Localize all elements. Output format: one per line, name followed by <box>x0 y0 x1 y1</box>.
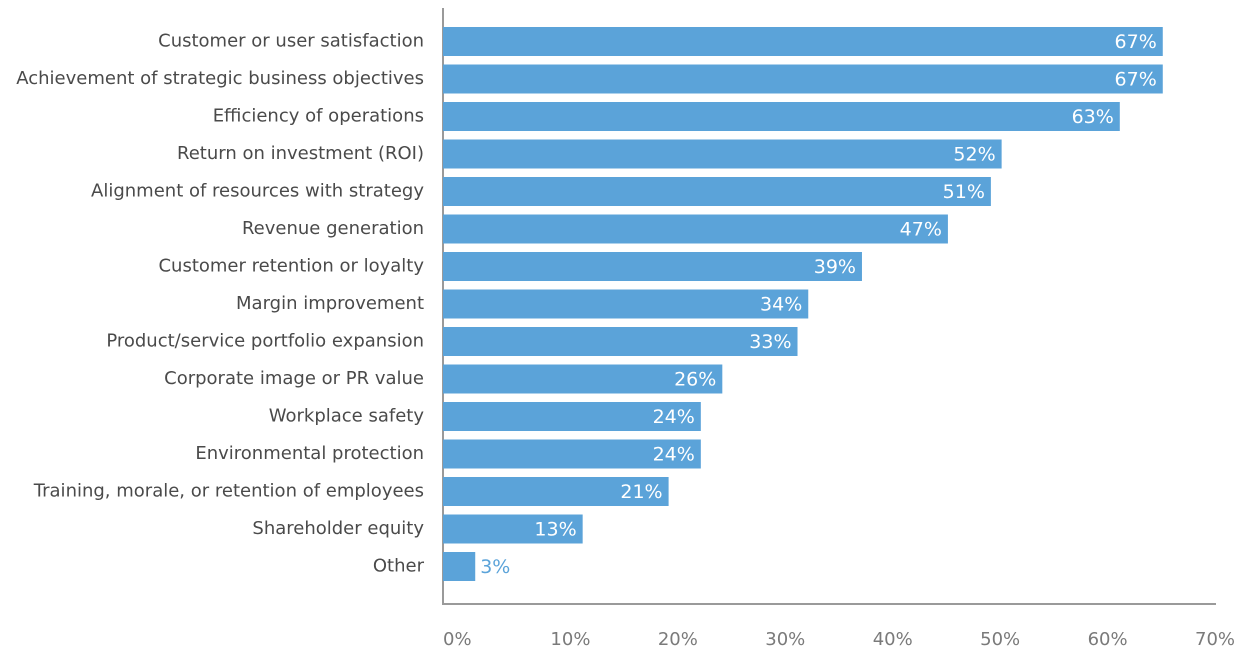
bar <box>443 289 809 319</box>
category-label: Return on investment (ROI) <box>177 143 424 164</box>
bar <box>443 439 701 469</box>
category-label: Revenue generation <box>242 218 424 239</box>
x-tick-label: 0% <box>443 629 472 650</box>
value-label: 52% <box>953 144 995 166</box>
x-tick-label: 30% <box>765 629 805 650</box>
bar <box>443 214 948 244</box>
value-label: 47% <box>900 219 942 241</box>
bar <box>443 514 583 544</box>
category-label: Margin improvement <box>236 293 424 314</box>
category-label: Product/service portfolio expansion <box>106 331 424 352</box>
category-label: Workplace safety <box>269 406 425 427</box>
x-tick-label: 50% <box>980 629 1020 650</box>
x-tick-label: 10% <box>550 629 590 650</box>
category-label: Customer retention or loyalty <box>158 256 424 277</box>
bar <box>443 102 1120 131</box>
x-tick-label: 40% <box>873 629 913 650</box>
category-label: Environmental protection <box>195 443 424 464</box>
value-label: 67% <box>1115 69 1157 91</box>
value-label: 26% <box>674 369 716 391</box>
value-label: 34% <box>760 294 802 316</box>
category-label: Other <box>373 556 425 577</box>
value-label: 13% <box>534 519 576 541</box>
bar <box>443 364 723 394</box>
bar <box>443 139 1002 169</box>
bar <box>443 252 862 281</box>
bar <box>443 552 476 581</box>
bar <box>443 64 1163 94</box>
category-label: Alignment of resources with strategy <box>91 181 424 202</box>
x-tick-label: 20% <box>658 629 698 650</box>
value-label: 39% <box>814 256 856 278</box>
bar <box>443 177 991 206</box>
category-label: Corporate image or PR value <box>164 368 424 389</box>
value-label: 33% <box>749 331 791 353</box>
bar <box>443 27 1163 56</box>
value-label: 3% <box>480 556 510 578</box>
bar <box>443 327 798 356</box>
x-tick-label: 70% <box>1195 629 1235 650</box>
category-label: Achievement of strategic business object… <box>16 68 424 89</box>
category-label: Efficiency of operations <box>213 106 424 127</box>
value-label: 67% <box>1115 31 1157 53</box>
bar <box>443 477 669 506</box>
value-label: 51% <box>943 181 985 203</box>
x-tick-label: 60% <box>1088 629 1128 650</box>
category-label: Customer or user satisfaction <box>158 31 424 52</box>
category-label: Training, morale, or retention of employ… <box>33 481 424 502</box>
value-label: 63% <box>1072 106 1114 128</box>
category-label: Shareholder equity <box>252 518 424 539</box>
value-label: 24% <box>653 444 695 466</box>
bar <box>443 402 701 431</box>
value-label: 24% <box>653 406 695 428</box>
value-label: 21% <box>620 481 662 503</box>
